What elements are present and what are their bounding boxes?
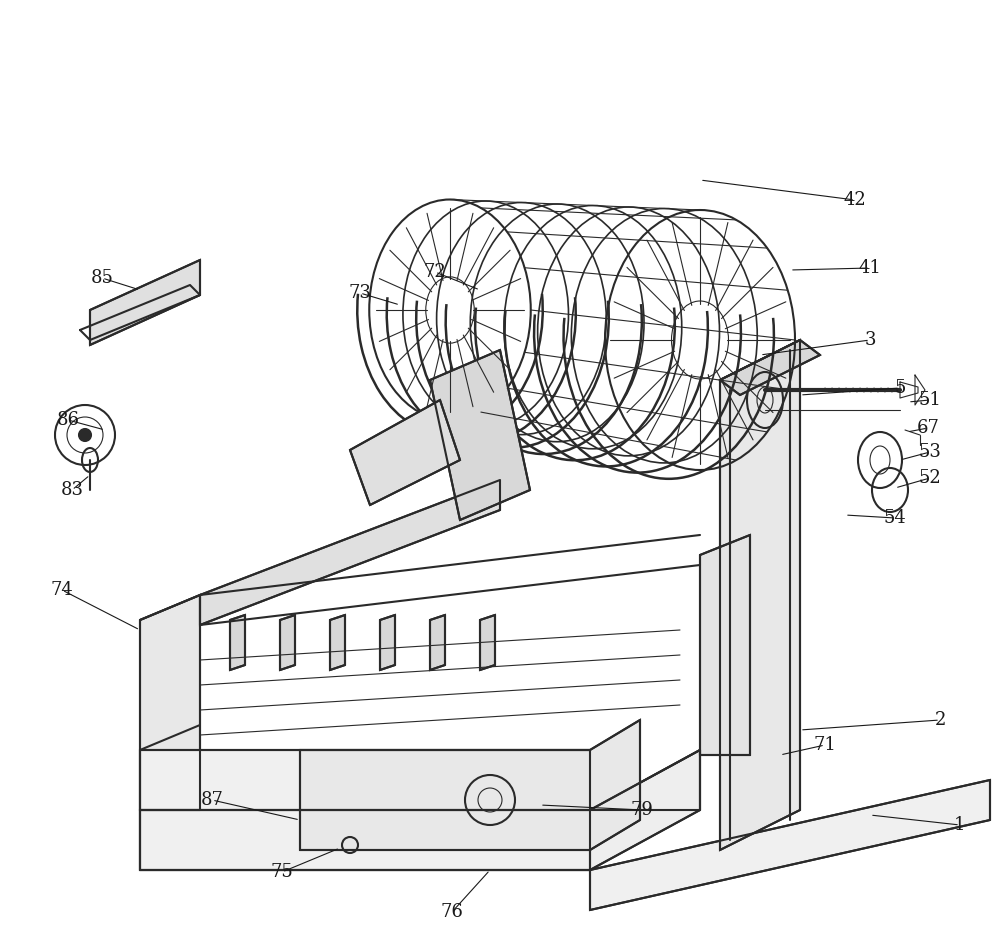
Text: 2: 2 (934, 711, 946, 729)
Polygon shape (330, 615, 345, 670)
Polygon shape (720, 340, 800, 850)
Text: 41: 41 (859, 259, 881, 277)
Polygon shape (280, 615, 295, 670)
Text: 74: 74 (51, 581, 73, 599)
Text: 54: 54 (884, 509, 906, 527)
Polygon shape (350, 400, 460, 505)
Polygon shape (720, 340, 820, 395)
Text: 51: 51 (919, 391, 941, 409)
Circle shape (79, 429, 91, 441)
Polygon shape (480, 615, 495, 670)
Text: 73: 73 (349, 284, 371, 302)
Text: 5: 5 (894, 379, 906, 397)
Text: 87: 87 (201, 791, 223, 809)
Text: 1: 1 (954, 816, 966, 834)
Polygon shape (430, 350, 530, 520)
Polygon shape (590, 780, 990, 910)
Polygon shape (200, 480, 500, 625)
Text: 52: 52 (919, 469, 941, 487)
Text: 83: 83 (60, 481, 84, 499)
Polygon shape (140, 750, 700, 870)
Text: 53: 53 (919, 443, 941, 461)
Text: 72: 72 (424, 263, 446, 281)
Polygon shape (140, 595, 200, 810)
Text: 67: 67 (917, 419, 939, 437)
Text: 3: 3 (864, 331, 876, 349)
Text: 85: 85 (91, 269, 113, 287)
Text: 42: 42 (844, 191, 866, 209)
Text: 71: 71 (814, 736, 836, 754)
Polygon shape (230, 615, 245, 670)
Text: 86: 86 (56, 411, 80, 429)
Polygon shape (300, 720, 640, 850)
Text: 79: 79 (631, 801, 653, 819)
Polygon shape (380, 615, 395, 670)
Text: 75: 75 (271, 863, 293, 881)
Polygon shape (430, 615, 445, 670)
Text: 76: 76 (441, 903, 463, 921)
Polygon shape (700, 535, 750, 755)
Polygon shape (140, 750, 590, 870)
Polygon shape (90, 260, 200, 345)
